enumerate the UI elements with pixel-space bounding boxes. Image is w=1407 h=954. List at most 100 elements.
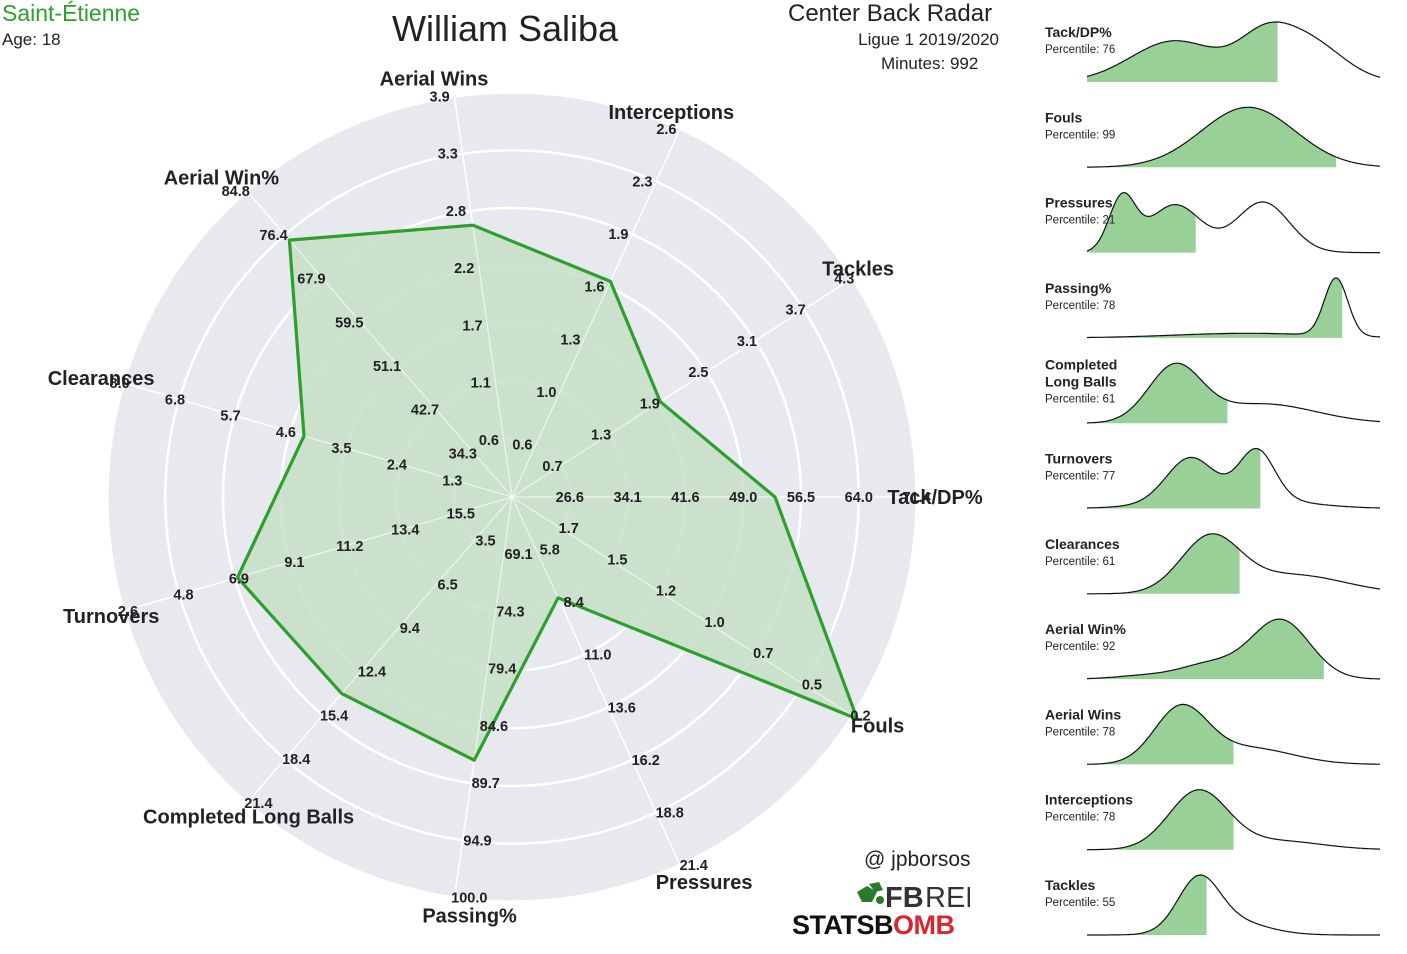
distribution-title: Passing%	[1045, 280, 1112, 296]
radar-tick-label: 6.9	[229, 571, 249, 587]
radar-tick-label: 11.0	[584, 648, 611, 664]
radar-tick-label: 1.2	[656, 584, 676, 600]
radar-tick-label: 13.6	[608, 700, 636, 716]
distribution-curve	[1087, 362, 1381, 424]
distribution-title: Interceptions	[1045, 792, 1133, 808]
radar-tick-label: 1.3	[591, 428, 611, 444]
distribution-curve	[1086, 21, 1381, 78]
distribution-title: Aerial Win%	[1045, 621, 1126, 637]
distribution-curve	[1087, 703, 1380, 765]
player-area-outline	[235, 223, 859, 762]
distribution-title: Completed	[1045, 357, 1117, 373]
radar-axis-label: Pressures	[656, 872, 753, 894]
radar-tick-label: 2.8	[446, 204, 466, 220]
radar-tick-label: 1.1	[471, 376, 491, 392]
radar-tick-label: 69.1	[504, 547, 532, 563]
percentile-area	[1087, 875, 1207, 935]
radar-tick-label: 34.3	[449, 446, 477, 462]
radar-spoke-overlay-10	[511, 496, 853, 717]
percentile-label: Percentile: 61	[1045, 556, 1115, 568]
radar-spoke-overlay-1	[511, 277, 853, 498]
radar-tick-label: 56.5	[787, 490, 815, 506]
radar-tick-label: 0.7	[542, 459, 562, 475]
radar-tick-label: 0.6	[512, 437, 532, 453]
radar-tick-label: 94.9	[463, 833, 491, 849]
radar-tick-label: 15.5	[447, 506, 475, 522]
distribution-curve	[1087, 533, 1381, 595]
distribution-curve	[1086, 191, 1380, 254]
radar-tick-label: 16.2	[632, 753, 660, 769]
radar-tick-label: 0.5	[802, 678, 822, 694]
radar-tick-label: 49.0	[729, 490, 757, 506]
radar-axis-label: Tackles	[822, 258, 894, 280]
radar-axis-label: Turnovers	[63, 606, 159, 628]
radar-tick-label: 5.8	[540, 543, 560, 559]
distribution-title: Turnovers	[1045, 451, 1113, 467]
distribution-curve	[1086, 789, 1380, 851]
league-season: Ligue 1 2019/2020	[858, 30, 999, 49]
radar-axis-label: Interceptions	[609, 102, 735, 124]
radar-tick-label: 13.4	[391, 523, 419, 539]
radar-tick-label: 59.5	[335, 315, 363, 331]
radar-tick-label: 3.9	[430, 90, 450, 106]
radar-tick-label: 84.8	[222, 184, 250, 200]
radar-tick-label: 100.0	[451, 891, 487, 907]
radar-tick-label: 2.6	[656, 122, 676, 138]
radar-tick-label: 2.3	[632, 175, 652, 191]
radar-spoke-overlay-8	[453, 496, 513, 898]
radar-tick-label: 6.5	[438, 577, 458, 593]
radar-tick-label: 9.4	[400, 621, 420, 637]
percentile-label: Percentile: 77	[1045, 471, 1115, 483]
percentile-area	[1087, 448, 1261, 509]
radar-tick-label: 18.4	[282, 752, 310, 768]
radar-axis-label: Completed Long Balls	[143, 807, 354, 829]
distribution-title: Aerial Wins	[1045, 706, 1121, 722]
radar-tick-label: 1.7	[559, 521, 579, 537]
radar-tick-label: 15.4	[320, 708, 348, 724]
distribution-curve	[1087, 106, 1381, 168]
radar-tick-label: 3.5	[331, 441, 351, 457]
radar-tick-label: 51.1	[373, 359, 401, 375]
distribution-title: Tack/DP%	[1045, 24, 1112, 40]
radar-tick-label: 0.2	[850, 709, 870, 725]
radar-tick-label: 89.7	[472, 776, 500, 792]
radar-tick-label: 8.4	[564, 595, 584, 611]
percentile-area	[1087, 789, 1234, 850]
percentile-area	[1087, 619, 1324, 680]
distribution-title: Tackles	[1045, 877, 1096, 893]
radar-tick-label: 1.7	[462, 318, 482, 334]
radar-tick-label: 84.6	[480, 719, 508, 735]
distribution-title: Fouls	[1045, 109, 1083, 125]
player-name: William Saliba	[392, 8, 619, 49]
percentile-area	[1087, 704, 1234, 765]
radar-tick-label: 1.9	[640, 396, 660, 412]
radar-spoke-overlay-4	[246, 190, 513, 498]
percentile-label: Percentile: 92	[1045, 641, 1115, 653]
radar-axis-label: Aerial Wins	[380, 68, 489, 90]
radar-tick-label: 11.2	[336, 539, 363, 555]
player-age: Age: 18	[2, 30, 61, 49]
distribution-title: Pressures	[1045, 195, 1113, 211]
minutes-played: Minutes: 992	[881, 54, 979, 73]
percentile-label: Percentile: 61	[1045, 394, 1115, 406]
radar-tick-label: 4.8	[173, 588, 193, 604]
statsbomb-logo: STATSBOMB	[792, 910, 955, 941]
radar-tick-label: 64.0	[845, 490, 873, 506]
percentile-label: Percentile: 78	[1045, 812, 1115, 824]
distribution-curve	[1087, 618, 1380, 680]
radar-spoke-overlay-6	[123, 496, 513, 612]
radar-tick-label: 6.8	[165, 392, 185, 408]
author-handle: @ jpborsos	[864, 848, 971, 871]
radar-tick-label: 3.3	[438, 147, 458, 163]
radar-tick-label: 1.6	[584, 280, 604, 296]
radar-tick-label: 41.6	[671, 490, 699, 506]
statsbomb-red-text: OMB	[893, 910, 955, 940]
fbref-logo: FB REF	[857, 882, 970, 912]
radar-tick-label: 3.1	[737, 334, 757, 350]
radar-axis-label: Clearances	[48, 368, 155, 390]
percentile-area	[1087, 107, 1336, 168]
radar-tick-label: 79.4	[488, 662, 516, 678]
radar-tick-label: 1.9	[608, 227, 628, 243]
fbref-bold-text: FB	[885, 882, 924, 912]
